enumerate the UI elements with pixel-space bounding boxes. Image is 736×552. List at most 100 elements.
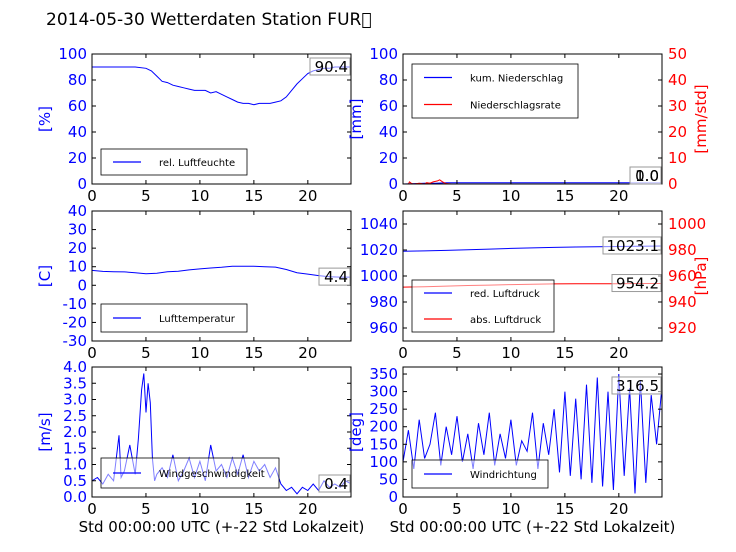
x-tick-label: 15 xyxy=(555,187,574,205)
y-tick-label: 250 xyxy=(369,400,398,418)
x-tick-label: 15 xyxy=(555,500,574,518)
current-value-box: 316.5 xyxy=(616,377,659,395)
page-title: 2014-05-30 Wetterdaten Station FUR  xyxy=(46,10,372,30)
panel-bottom-right xyxy=(402,366,663,498)
x-tick-label: 0 xyxy=(398,500,408,518)
y-tick-label: 1020 xyxy=(360,241,398,259)
y-tick-label: 300 xyxy=(369,383,398,401)
legend-label: rel. Luftfeuchte xyxy=(159,158,235,169)
legend-label: Niederschlagsrate xyxy=(470,101,561,112)
plot-frame xyxy=(402,53,663,185)
plot-frame xyxy=(402,366,663,498)
x-tick-label: 0 xyxy=(398,187,408,205)
y-right-tick-label: 10 xyxy=(668,149,687,167)
y-right-axis-label: [hPa] xyxy=(692,257,710,296)
current-value-box-right-frame xyxy=(611,274,662,293)
y-tick-label: 980 xyxy=(369,293,398,311)
legend-frame xyxy=(100,457,280,489)
current-value-box-frame xyxy=(309,57,351,76)
y-tick-label: 40 xyxy=(68,202,87,220)
x-tick-label: 15 xyxy=(244,500,263,518)
panel-middle-left xyxy=(91,210,352,342)
y-tick-label: 20 xyxy=(68,239,87,257)
y-right-tick-label: 920 xyxy=(668,319,697,337)
current-value-box-frame xyxy=(611,376,662,395)
y-tick-label: 0.5 xyxy=(63,472,87,490)
panel-top-left xyxy=(91,53,352,185)
legend-frame xyxy=(411,63,579,119)
current-value-box: 1023.1 xyxy=(607,237,660,255)
y-right-tick-label: 0 xyxy=(668,175,678,193)
series-line-windrichtung xyxy=(403,373,662,494)
y-tick-label: 60 xyxy=(68,97,87,115)
x-tick-label: 10 xyxy=(501,344,520,362)
panel-bottom-left xyxy=(91,366,352,498)
x-tick-label: 10 xyxy=(190,500,209,518)
x-tick-label: 0 xyxy=(398,344,408,362)
current-value-box: 4.4 xyxy=(324,268,348,286)
y-right-tick-label: 40 xyxy=(668,71,687,89)
y-tick-label: 1040 xyxy=(360,215,398,233)
y-tick-label: 3.5 xyxy=(63,374,87,392)
y-right-tick-label: 1000 xyxy=(668,215,706,233)
x-tick-label: 0 xyxy=(87,344,97,362)
y-tick-label: 1000 xyxy=(360,267,398,285)
x-tick-label: 20 xyxy=(298,187,317,205)
current-value-box-right: 0.0 xyxy=(635,167,659,185)
current-value-box-frame xyxy=(602,236,662,255)
y-right-tick-label: 980 xyxy=(668,241,697,259)
y-right-tick-label: 30 xyxy=(668,97,687,115)
y-right-tick-label: 960 xyxy=(668,267,697,285)
y-tick-label: 50 xyxy=(379,470,398,488)
plot-frame xyxy=(91,210,352,342)
y-tick-label: 40 xyxy=(68,123,87,141)
y-tick-label: 0 xyxy=(388,488,398,506)
y-right-axis-label: [mm/std] xyxy=(692,84,710,153)
x-tick-label: 20 xyxy=(609,344,628,362)
x-axis-label: Std 00:00:00 UTC (+-22 Std Lokalzeit) xyxy=(79,518,365,536)
x-tick-label: 5 xyxy=(141,344,151,362)
x-tick-label: 20 xyxy=(298,500,317,518)
current-value-box: 90.4 xyxy=(315,58,348,76)
legend-label: red. Luftdruck xyxy=(470,289,540,300)
x-axis-label: Std 00:00:00 UTC (+-22 Std Lokalzeit) xyxy=(390,518,676,536)
y-tick-label: 1.5 xyxy=(63,439,87,457)
legend-label: Lufttemperatur xyxy=(159,314,236,325)
current-value-box: 1.0 xyxy=(635,167,659,185)
y-axis-label: [%] xyxy=(36,106,54,132)
y-right-tick-label: 940 xyxy=(668,293,697,311)
x-tick-label: 15 xyxy=(244,344,263,362)
x-tick-label: 10 xyxy=(190,344,209,362)
current-value-box-frame xyxy=(318,267,351,286)
current-value-box-right: 954.2 xyxy=(616,275,659,293)
legend-frame xyxy=(411,279,555,333)
y-tick-label: 60 xyxy=(379,97,398,115)
x-tick-label: 0 xyxy=(87,500,97,518)
x-tick-label: 20 xyxy=(609,500,628,518)
x-tick-label: 5 xyxy=(452,187,462,205)
x-tick-label: 5 xyxy=(141,500,151,518)
x-tick-label: 0 xyxy=(87,187,97,205)
panel-top-right xyxy=(402,53,663,185)
y-axis-label: [deg] xyxy=(347,412,365,452)
y-tick-label: 20 xyxy=(379,149,398,167)
y-tick-label: 4.0 xyxy=(63,358,87,376)
y-tick-label: 3.0 xyxy=(63,391,87,409)
y-tick-label: 200 xyxy=(369,418,398,436)
x-tick-label: 20 xyxy=(609,187,628,205)
y-tick-label: 0 xyxy=(77,276,87,294)
y-tick-label: 40 xyxy=(379,123,398,141)
x-tick-label: 10 xyxy=(501,500,520,518)
y-tick-label: 150 xyxy=(369,435,398,453)
current-value-box: 0.4 xyxy=(324,475,348,493)
y-right-tick-label: 20 xyxy=(668,123,687,141)
y-tick-label: -20 xyxy=(63,313,88,331)
y-tick-label: 350 xyxy=(369,365,398,383)
x-tick-label: 5 xyxy=(141,187,151,205)
x-tick-label: 10 xyxy=(501,187,520,205)
y-tick-label: 30 xyxy=(68,221,87,239)
legend-label: abs. Luftdruck xyxy=(470,315,541,326)
y-tick-label: 80 xyxy=(68,71,87,89)
y-tick-label: 2.0 xyxy=(63,423,87,441)
